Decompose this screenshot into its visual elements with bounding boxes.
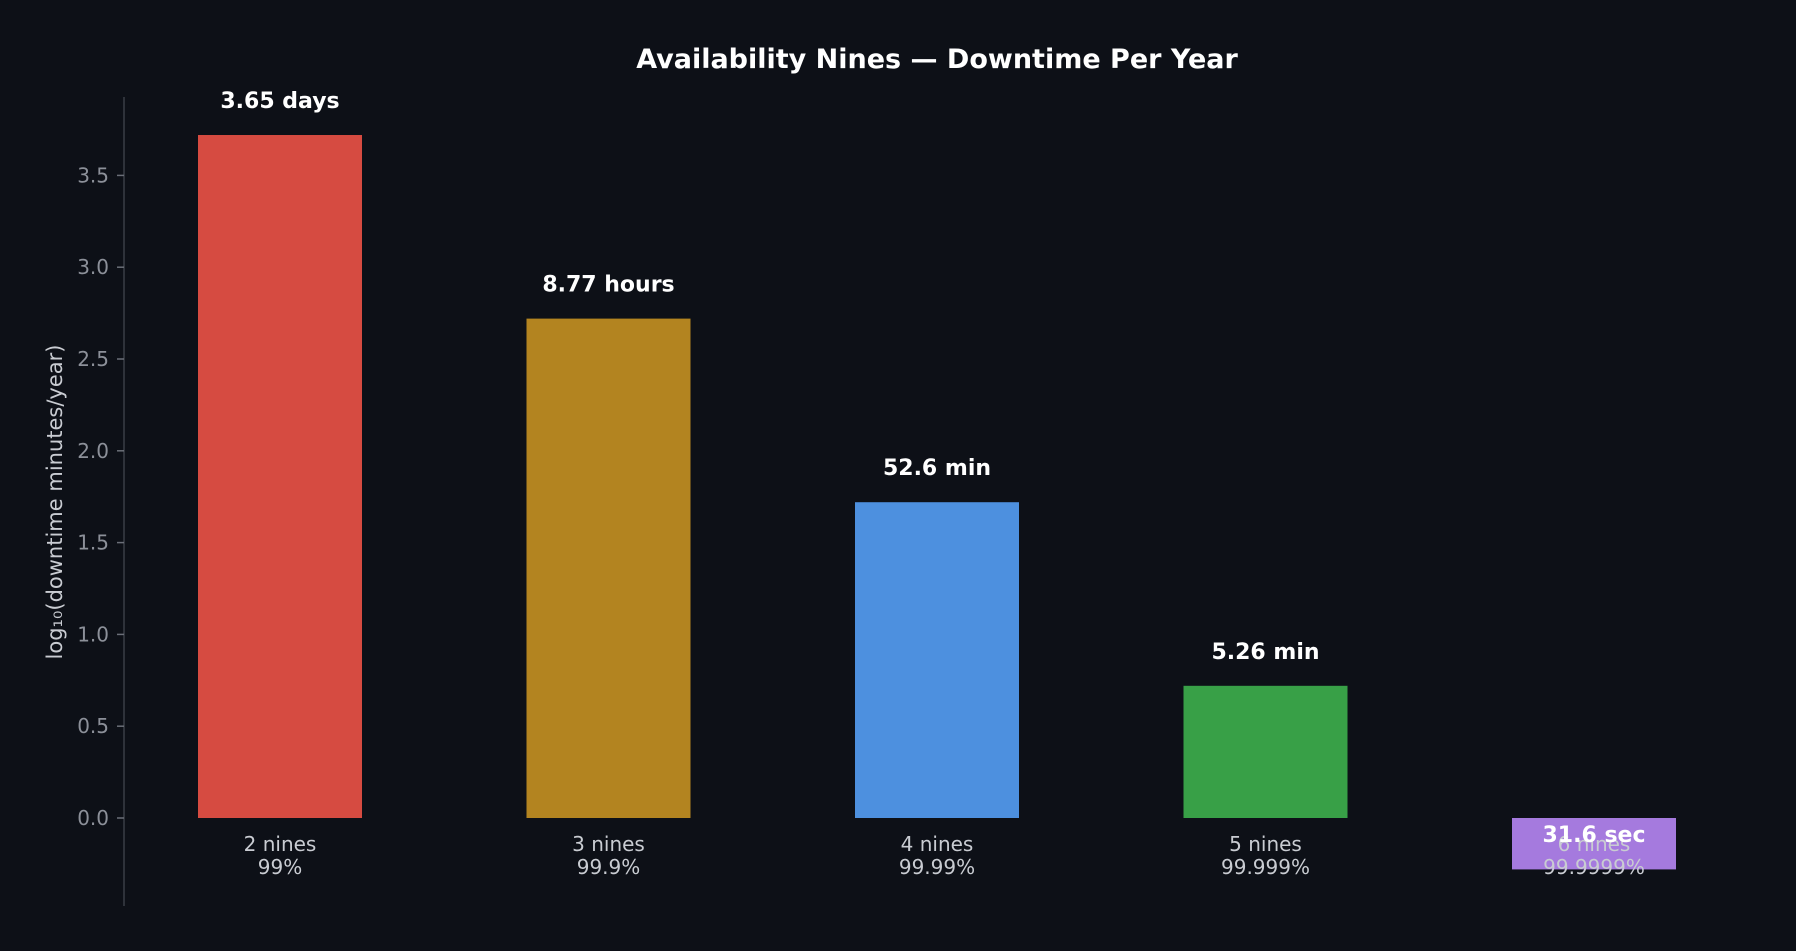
y-axis-label: log₁₀(downtime minutes/year) [43,345,67,660]
y-tick-label: 3.5 [77,163,109,187]
data-label: 3.65 days [220,89,339,114]
bars [198,135,1676,870]
chart-title: Availability Nines — Downtime Per Year [636,44,1238,75]
data-label: 31.6 sec [1543,823,1646,848]
y-tick-label: 2.0 [77,439,109,463]
data-label: 8.77 hours [542,273,674,298]
category-percent-label: 99.9% [577,855,641,879]
y-tick-label: 0.5 [77,714,109,738]
bar-4-nines [855,502,1019,818]
data-label: 52.6 min [883,456,991,481]
category-percent-label: 99.9999% [1543,855,1645,879]
category-label: 5 nines [1229,832,1302,856]
category-label: 3 nines [572,832,645,856]
category-percent-label: 99.999% [1221,855,1310,879]
y-tick-label: 1.0 [77,622,109,646]
data-labels: 3.65 days 8.77 hours 52.6 min 5.26 min 31.6 … [220,89,1645,848]
data-label: 5.26 min [1211,640,1319,665]
y-tick-label: 2.5 [77,347,109,371]
y-tick-label: 3.0 [77,255,109,279]
bar-2-nines [198,135,362,818]
bar-6-nines [1512,818,1676,870]
bar-5-nines [1183,685,1348,818]
category-percent-label: 99.99% [899,855,975,879]
category-label: 6 nines [1558,832,1631,856]
category-percent-label: 99% [258,855,302,879]
y-tick-label: 1.5 [77,531,109,555]
y-tick-label: 0.0 [77,806,109,830]
y-ticks: 0.0 0.5 1.0 1.5 2.0 2.5 3.0 3.5 [77,163,124,830]
category-label: 2 nines [244,832,317,856]
bar-3-nines [526,318,691,818]
category-label: 4 nines [901,832,974,856]
